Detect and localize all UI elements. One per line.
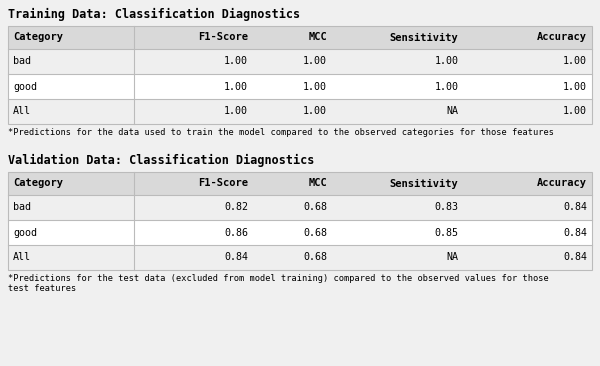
- Text: NA: NA: [446, 253, 458, 262]
- Text: 0.86: 0.86: [224, 228, 248, 238]
- Bar: [8, 245, 592, 270]
- Text: 0.84: 0.84: [563, 228, 587, 238]
- Text: 0.68: 0.68: [303, 228, 327, 238]
- Text: 1.00: 1.00: [303, 56, 327, 67]
- Text: F1-Score: F1-Score: [198, 179, 248, 188]
- Text: All: All: [13, 253, 31, 262]
- Text: Training Data: Classification Diagnostics: Training Data: Classification Diagnostic…: [8, 8, 300, 21]
- Bar: [8, 172, 592, 195]
- Bar: [8, 74, 592, 99]
- Text: 1.00: 1.00: [563, 56, 587, 67]
- Text: 1.00: 1.00: [224, 107, 248, 116]
- Text: Sensitivity: Sensitivity: [390, 179, 458, 188]
- Text: 1.00: 1.00: [303, 82, 327, 92]
- Text: 1.00: 1.00: [563, 107, 587, 116]
- Text: good: good: [13, 228, 37, 238]
- Text: NA: NA: [446, 107, 458, 116]
- Text: F1-Score: F1-Score: [198, 33, 248, 42]
- Text: Accuracy: Accuracy: [537, 33, 587, 42]
- Text: 1.00: 1.00: [434, 82, 458, 92]
- Text: 0.84: 0.84: [563, 253, 587, 262]
- Text: Category: Category: [13, 179, 63, 188]
- Text: 0.82: 0.82: [224, 202, 248, 213]
- Text: Sensitivity: Sensitivity: [390, 33, 458, 42]
- Text: MCC: MCC: [308, 179, 327, 188]
- Text: *Predictions for the data used to train the model compared to the observed categ: *Predictions for the data used to train …: [8, 128, 554, 137]
- Bar: [8, 172, 592, 270]
- Text: 0.84: 0.84: [224, 253, 248, 262]
- Text: Accuracy: Accuracy: [537, 179, 587, 188]
- Text: 1.00: 1.00: [563, 82, 587, 92]
- Text: bad: bad: [13, 202, 31, 213]
- Text: bad: bad: [13, 56, 31, 67]
- Text: 0.68: 0.68: [303, 202, 327, 213]
- Text: 0.68: 0.68: [303, 253, 327, 262]
- Text: 1.00: 1.00: [303, 107, 327, 116]
- Text: Category: Category: [13, 33, 63, 42]
- Bar: [8, 26, 592, 49]
- Text: 0.85: 0.85: [434, 228, 458, 238]
- Bar: [8, 195, 592, 220]
- Bar: [8, 99, 592, 124]
- Text: Validation Data: Classification Diagnostics: Validation Data: Classification Diagnost…: [8, 154, 314, 167]
- Text: 1.00: 1.00: [224, 56, 248, 67]
- Bar: [8, 26, 592, 124]
- Text: *Predictions for the test data (excluded from model training) compared to the ob: *Predictions for the test data (excluded…: [8, 274, 549, 294]
- Text: MCC: MCC: [308, 33, 327, 42]
- Text: 0.83: 0.83: [434, 202, 458, 213]
- Bar: [8, 49, 592, 74]
- Text: 1.00: 1.00: [434, 56, 458, 67]
- Text: good: good: [13, 82, 37, 92]
- Bar: [8, 220, 592, 245]
- Text: 0.84: 0.84: [563, 202, 587, 213]
- Text: 1.00: 1.00: [224, 82, 248, 92]
- Text: All: All: [13, 107, 31, 116]
